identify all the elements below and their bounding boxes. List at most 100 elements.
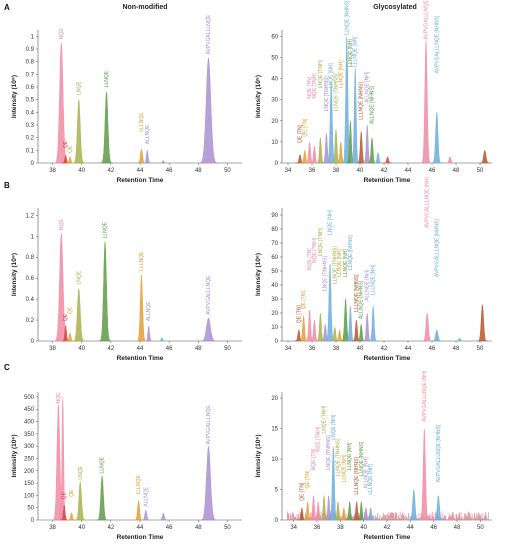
- x-tick-label: 50: [224, 346, 231, 352]
- peak-label: ALLNQE [NH]: [365, 269, 371, 301]
- x-tick-label: 34: [285, 346, 292, 352]
- panel-letter-a: A: [4, 3, 10, 12]
- peak-label: LNQE: [76, 270, 82, 284]
- peak-label: LLNQE [NH]: [348, 39, 354, 67]
- peak: [419, 428, 430, 521]
- y-tick-label: 350: [24, 432, 35, 438]
- peak: [199, 317, 218, 342]
- peak-label: NQE [TN]: [307, 248, 313, 270]
- peak-label: ALLNQE [NHNS]: [359, 280, 365, 319]
- peak-label: LLLNQE [NH]: [371, 264, 377, 295]
- peak-label: LLNQE [NHNS]: [359, 441, 365, 476]
- x-axis-label: Retention Time: [364, 177, 411, 184]
- peak-label: LLNQE [TNHNS]: [336, 438, 342, 476]
- peak: [316, 136, 325, 164]
- peak-label: QE: [63, 140, 69, 148]
- y-tick-label: 1: [31, 234, 35, 240]
- peak-label: NQE [TN]: [307, 76, 313, 98]
- peak: [421, 312, 433, 342]
- peak-label: QE [TN]: [305, 470, 311, 489]
- x-tick-label: 40: [357, 346, 364, 352]
- peak: [383, 156, 392, 164]
- x-axis-label: Retention Time: [117, 177, 164, 184]
- x-tick-label: 48: [195, 168, 202, 174]
- peak: [74, 481, 87, 521]
- peak-label: LLNQE [NH]: [347, 442, 353, 470]
- peak-label: AVPVGALLLNQE [NHNS]: [436, 424, 442, 482]
- peak-label: AVPVGALLLNQE [NHNS]: [434, 15, 440, 73]
- peak-label: LNQE [TNH]: [318, 227, 324, 256]
- peak-label: LNQE [NH]: [328, 209, 334, 235]
- x-tick-label: 42: [108, 168, 115, 174]
- peak-label: ALLNQE [NH]: [365, 71, 371, 103]
- peak-label: ALLNQE: [143, 486, 149, 506]
- peak: [96, 475, 108, 521]
- x-axis-label: Retention Time: [117, 534, 164, 541]
- peak-label: NQE [TN]: [311, 448, 317, 470]
- x-tick-label: 44: [137, 168, 144, 174]
- peak-label: LLNQE [TNHNS]: [332, 246, 338, 284]
- peak-label: QE: [63, 313, 69, 321]
- peak: [158, 512, 168, 521]
- peak: [53, 233, 70, 342]
- y-tick-label: 10: [271, 325, 278, 331]
- peak: [356, 131, 366, 164]
- peak-label: QE: [68, 306, 74, 314]
- y-tick-label: 1.2: [26, 213, 35, 219]
- peak: [431, 329, 443, 342]
- x-tick-label: 44: [137, 346, 144, 352]
- peak-label: LLNQE [NH]: [341, 454, 347, 482]
- x-tick-label: 46: [430, 525, 437, 531]
- y-tick-label: 0: [275, 161, 279, 167]
- peak-label: LNQE [TNHNS]: [323, 255, 329, 291]
- peak-label: LNQE [NH]: [329, 62, 335, 88]
- y-tick-label: 0: [31, 518, 35, 524]
- x-tick-label: 38: [49, 168, 56, 174]
- peak: [198, 57, 219, 164]
- y-tick-label: 20: [271, 119, 278, 125]
- x-tick-label: 40: [357, 168, 364, 174]
- peak-label: NQE: [56, 392, 62, 404]
- peak-label: LLNQE [TNHNS]: [334, 73, 340, 111]
- peak-label: LNQE: [76, 81, 82, 95]
- peak: [67, 512, 76, 521]
- x-tick-label: 38: [333, 346, 340, 352]
- peak-label: LLLNQE: [139, 112, 145, 132]
- peak-label: LLLNQE: [139, 251, 145, 271]
- y-tick-label: 0.8: [26, 255, 35, 261]
- peak-label: LLLNQE: [136, 475, 142, 495]
- chart-b-left: 0 0.2 0.4 0.6 0.8 1 1.2 38 40 42 44 46 48 50 Retention…: [11, 208, 242, 362]
- x-tick-label: 38: [49, 525, 56, 531]
- peak: [134, 499, 144, 521]
- y-tick-label: 500: [24, 395, 35, 401]
- y-axis-label: Intensity (10⁶): [11, 434, 18, 477]
- x-tick-label: 34: [285, 168, 292, 174]
- x-tick-label: 40: [78, 346, 85, 352]
- column-title-non-modified: Non-modified: [122, 4, 167, 11]
- peak: [144, 325, 153, 342]
- peak: [477, 303, 488, 342]
- peak: [408, 488, 420, 521]
- x-tick-label: 44: [405, 168, 412, 174]
- peak-label: QE [TN]: [302, 118, 308, 137]
- y-tick-label: 0: [31, 339, 35, 345]
- chart-a-right: 0 10 20 30 40 50 60 34 36 38 40 42 44 46 48 50 Retention…: [255, 0, 492, 184]
- y-tick-label: 40: [271, 77, 278, 83]
- peak-label: AVPVGALLLNQE: [206, 275, 212, 315]
- x-tick-label: 44: [407, 525, 414, 531]
- peak-label: AVPVGALLLNQE: [206, 14, 212, 54]
- x-tick-label: 42: [381, 346, 388, 352]
- y-tick-label: 0.4: [26, 297, 35, 303]
- x-axis-label: Retention Time: [364, 534, 411, 541]
- peak-label: QE [TN]: [296, 305, 302, 324]
- peak-label: NQE: [59, 219, 65, 231]
- y-tick-label: 0: [275, 518, 279, 524]
- y-tick-label: 60: [271, 255, 278, 261]
- x-tick-label: 40: [360, 525, 367, 531]
- x-tick-label: 42: [384, 525, 391, 531]
- peak-label: QE [TN]: [298, 124, 304, 143]
- peak: [157, 337, 166, 342]
- x-tick-label: 38: [333, 168, 340, 174]
- x-tick-label: 36: [309, 346, 316, 352]
